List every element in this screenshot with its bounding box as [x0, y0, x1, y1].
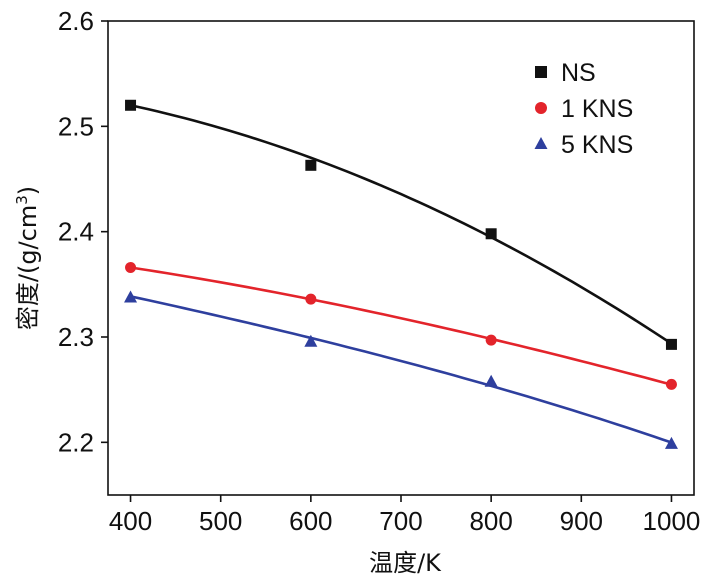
x-tick-label-400: 400 [109, 506, 152, 536]
legend-label-ns: NS [561, 59, 596, 87]
fit-curves [130, 104, 673, 444]
legend-label-1kns: 1 KNS [561, 95, 633, 123]
legend-marker-5kns [534, 137, 548, 149]
y-axis-title-close: ) [14, 186, 42, 195]
point-ns-800 [485, 228, 497, 240]
x-tick-label-700: 700 [379, 506, 422, 536]
point-1kns-600 [305, 293, 317, 305]
x-tick-label-1000: 1000 [643, 506, 701, 536]
y-tick-label-2.3: 2.3 [58, 322, 94, 352]
x-axis-title: 温度/K [369, 549, 442, 577]
y-tick-label-2.6: 2.6 [58, 6, 94, 36]
axis-ticks: 400 500 600 700 800 900 1000 2.2 2.3 2.4 2.5 2.6 [58, 6, 701, 536]
point-ns-600 [305, 159, 317, 171]
x-tick-label-600: 600 [289, 506, 332, 536]
point-5kns-1000 [664, 436, 678, 449]
fit-line-1kns [130, 266, 672, 386]
x-tick-label-800: 800 [469, 506, 512, 536]
y-axis-title: 密度/(g/cm3) [13, 186, 42, 330]
point-ns-1000 [665, 338, 677, 350]
legend-marker-1kns [535, 102, 547, 114]
point-5kns-800 [484, 374, 498, 387]
x-tick-label-900: 900 [560, 506, 603, 536]
x-tick-label-500: 500 [199, 506, 242, 536]
y-axis-title-superscript: 3 [13, 195, 31, 205]
point-5kns-400 [124, 290, 138, 303]
legend-label-5kns: 5 KNS [561, 131, 633, 159]
legend-marker-ns [535, 66, 547, 78]
point-1kns-400 [125, 261, 137, 273]
y-tick-label-2.4: 2.4 [58, 217, 94, 247]
fit-line-5kns [130, 295, 672, 444]
y-tick-label-2.5: 2.5 [58, 111, 94, 141]
fit-line-ns [130, 104, 673, 345]
point-ns-400 [125, 99, 137, 111]
point-5kns-600 [304, 334, 318, 347]
y-tick-label-2.2: 2.2 [58, 427, 94, 457]
point-1kns-800 [485, 334, 497, 346]
legend: NS 1 KNS 5 KNS [534, 59, 633, 159]
data-markers [124, 99, 678, 449]
point-1kns-1000 [665, 378, 677, 390]
plot-frame [107, 20, 695, 496]
y-axis-title-main: 密度/(g/cm [14, 205, 42, 330]
